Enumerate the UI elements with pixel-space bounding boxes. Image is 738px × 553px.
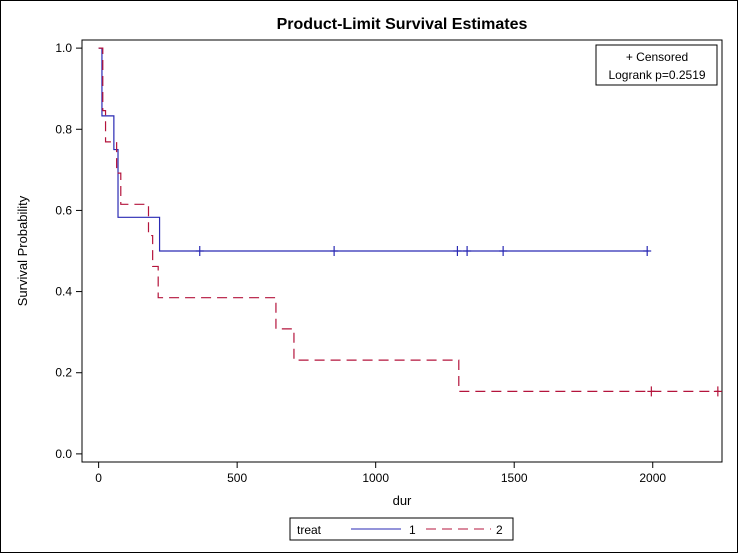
- y-axis-label: Survival Probability: [15, 195, 30, 306]
- plot-area: [81, 39, 723, 463]
- legend-label-1: 1: [409, 523, 416, 537]
- legend-title: treat: [297, 523, 322, 537]
- x-tick-label: 1500: [501, 471, 528, 485]
- x-axis-label: dur: [393, 493, 412, 508]
- y-tick-label: 1.0: [55, 41, 72, 55]
- series-group: [98, 47, 722, 397]
- x-tick-label: 2000: [639, 471, 666, 485]
- y-tick-label: 0.2: [55, 366, 72, 380]
- inset-box: [595, 44, 718, 86]
- inset-censored-label: + Censored: [626, 50, 688, 64]
- x-tick-label: 500: [227, 471, 247, 485]
- x-tick-label: 0: [95, 471, 102, 485]
- y-tick-label: 0.0: [55, 447, 72, 461]
- y-tick-label: 0.6: [55, 203, 72, 217]
- series-1-step-line: [98, 47, 649, 252]
- legend-label-2: 2: [496, 523, 503, 537]
- censored-inset: + Censored Logrank p=0.2519: [595, 44, 718, 86]
- legend-box: [289, 517, 514, 541]
- legend: treat 1 2: [289, 517, 514, 541]
- inset-logrank-label: Logrank p=0.2519: [608, 68, 705, 82]
- series-2-step-line: [98, 47, 720, 392]
- y-tick-label: 0.4: [55, 285, 72, 299]
- axes: 0 500 1000 1500 2000 0.0 0.2 0.4 0.6 0.8 1.0: [55, 41, 666, 485]
- y-tick-label: 0.8: [55, 122, 72, 136]
- x-tick-label: 1000: [362, 471, 389, 485]
- chart-title: Product-Limit Survival Estimates: [277, 16, 528, 33]
